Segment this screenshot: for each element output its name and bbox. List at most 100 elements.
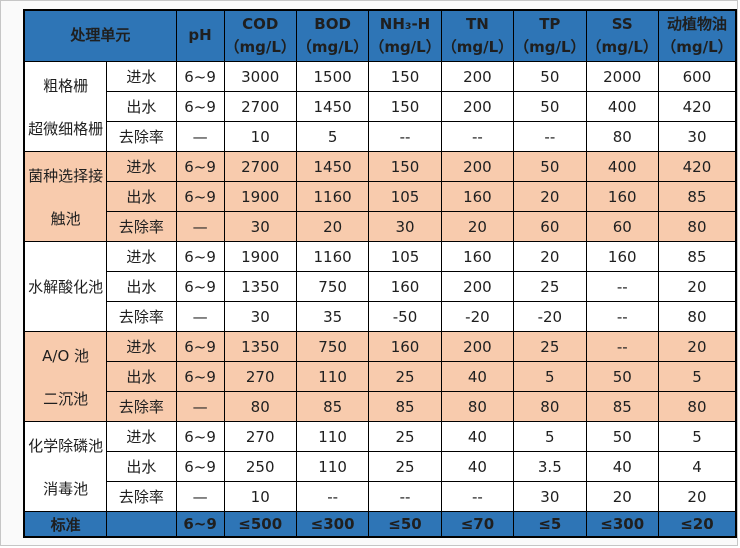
data-cell: 110 xyxy=(295,421,370,452)
row-label-cell: 出水 xyxy=(106,91,177,122)
data-cell: 50 xyxy=(513,61,587,92)
data-cell: 20 xyxy=(657,481,737,512)
data-cell: 20 xyxy=(513,241,587,272)
data-cell: 85 xyxy=(585,391,659,422)
data-cell: 40 xyxy=(440,421,515,452)
data-cell: 85 xyxy=(657,241,737,272)
data-cell: 110 xyxy=(295,361,370,392)
group-label-stack: 菌种选择接 触池 xyxy=(25,154,106,240)
data-cell: 6~9 xyxy=(175,271,225,302)
data-cell: 5 xyxy=(657,361,737,392)
data-cell: 40 xyxy=(585,451,659,482)
data-cell: 10 xyxy=(223,481,297,512)
data-cell: 150 xyxy=(368,151,442,182)
data-cell: 2700 xyxy=(223,91,297,122)
data-cell: -- xyxy=(368,481,442,512)
data-cell: 25 xyxy=(513,331,587,362)
data-cell: 20 xyxy=(440,211,515,242)
row-label-cell: 去除率 xyxy=(106,481,177,512)
treatment-results-table: 处理单元 pH COD （mg/L） BOD （mg/L） NH₃-H （mg/L） TN （mg… xyxy=(23,9,737,538)
footer-standard-cell: ≤70 xyxy=(440,511,515,538)
data-cell: 20 xyxy=(585,481,659,512)
header-cell-cod: COD （mg/L） xyxy=(223,9,297,62)
data-cell: 6~9 xyxy=(175,151,225,182)
header-cell-tp: TP （mg/L） xyxy=(513,9,587,62)
row-label-cell: 出水 xyxy=(106,361,177,392)
data-cell: 105 xyxy=(368,181,442,212)
header-param-name: BOD xyxy=(314,14,351,33)
data-cell: 200 xyxy=(440,331,515,362)
data-cell: 80 xyxy=(440,391,515,422)
group-label-text: 水解酸化池 xyxy=(28,278,104,296)
data-cell: 6~9 xyxy=(175,61,225,92)
header-cell-nhh: NH₃-H （mg/L） xyxy=(368,9,442,62)
data-cell: 80 xyxy=(657,301,737,332)
row-label-cell: 出水 xyxy=(106,451,177,482)
data-cell: -- xyxy=(295,481,370,512)
data-cell: 400 xyxy=(585,151,659,182)
data-cell: -- xyxy=(440,481,515,512)
data-cell: 50 xyxy=(513,91,587,122)
data-cell: 20 xyxy=(513,181,587,212)
group-label-text: 菌种选择接 xyxy=(28,166,104,185)
data-cell: 150 xyxy=(368,91,442,122)
data-cell: 160 xyxy=(368,331,442,362)
data-cell: 50 xyxy=(585,421,659,452)
header-param-unit: （mg/L） xyxy=(224,38,296,56)
data-cell: 60 xyxy=(513,211,587,242)
data-cell: 200 xyxy=(440,271,515,302)
header-param-name: SS xyxy=(611,14,633,33)
data-cell: 35 xyxy=(295,301,370,332)
row-label-cell: 去除率 xyxy=(106,391,177,422)
data-cell: 5 xyxy=(657,421,737,452)
data-cell: 270 xyxy=(223,421,297,452)
data-cell: 40 xyxy=(440,361,515,392)
table-body: 粗格栅 超微细格栅 进水 6~9 3000 1500 150 200 50 2000 600 出水 6~… xyxy=(23,61,737,512)
data-cell: 80 xyxy=(513,391,587,422)
data-cell: 1450 xyxy=(295,151,370,182)
data-cell: — xyxy=(175,391,225,422)
data-cell: 4 xyxy=(657,451,737,482)
data-cell: 20 xyxy=(657,271,737,302)
footer-standard-cell: ≤20 xyxy=(657,511,737,538)
data-cell: — xyxy=(175,211,225,242)
table-row: 菌种选择接 触池 进水 6~9 2700 1450 150 200 50 400 420 xyxy=(23,151,737,242)
data-cell: 5 xyxy=(295,121,370,152)
data-cell: 85 xyxy=(368,391,442,422)
table-row: A/O 池二沉池 进水 6~9 1350 750 160 200 25 -- 20 xyxy=(23,331,737,422)
footer-standard-cell: ≤300 xyxy=(585,511,659,538)
header-cell-bod: BOD （mg/L） xyxy=(295,9,370,62)
data-cell: 105 xyxy=(368,241,442,272)
group-label-cell: 菌种选择接 触池 xyxy=(23,151,108,242)
row-label-cell: 进水 xyxy=(106,241,177,272)
data-cell: 200 xyxy=(440,151,515,182)
table-row: 去除率 —80 85 85 80 80 85 80 xyxy=(24,391,737,422)
table-footer: 标准 6~9 ≤500 ≤300 ≤50 ≤70 ≤5 ≤300 ≤20 xyxy=(23,511,737,538)
data-cell: 85 xyxy=(657,181,737,212)
data-cell: 5 xyxy=(513,361,587,392)
data-cell: 1500 xyxy=(295,61,370,92)
data-cell: 2700 xyxy=(223,151,297,182)
data-cell: 1160 xyxy=(295,241,370,272)
data-cell: 160 xyxy=(440,241,515,272)
data-cell: 50 xyxy=(513,151,587,182)
group-label-cell: 水解酸化池 xyxy=(23,241,108,332)
data-cell: -- xyxy=(440,121,515,152)
row-label-cell: 进水 xyxy=(106,151,177,182)
footer-row: 标准 6~9 ≤500 ≤300 ≤50 ≤70 ≤5 ≤300 ≤20 xyxy=(23,511,737,538)
header-param-unit: （mg/L） xyxy=(514,38,586,56)
footer-standard-cell: ≤500 xyxy=(223,511,297,538)
footer-label-cell: 标准 xyxy=(23,511,108,538)
header-cell-ph: pH xyxy=(175,9,225,62)
group-label-cell: 粗格栅 超微细格栅 xyxy=(23,61,108,152)
data-cell: 160 xyxy=(585,181,659,212)
data-cell: -- xyxy=(368,121,442,152)
header-param-unit: （mg/L） xyxy=(586,38,658,56)
data-cell: 200 xyxy=(440,61,515,92)
table-row: 出水 6~9 270 110 25 40 5 50 5 xyxy=(24,361,737,392)
data-cell: 420 xyxy=(657,151,737,182)
data-cell: 20 xyxy=(657,331,737,362)
header-cell-: 动植物油 （mg/L） xyxy=(657,9,737,62)
table-row: 去除率 —10 5 -- -- -- 80 30 xyxy=(24,121,737,152)
data-cell: 3000 xyxy=(223,61,297,92)
